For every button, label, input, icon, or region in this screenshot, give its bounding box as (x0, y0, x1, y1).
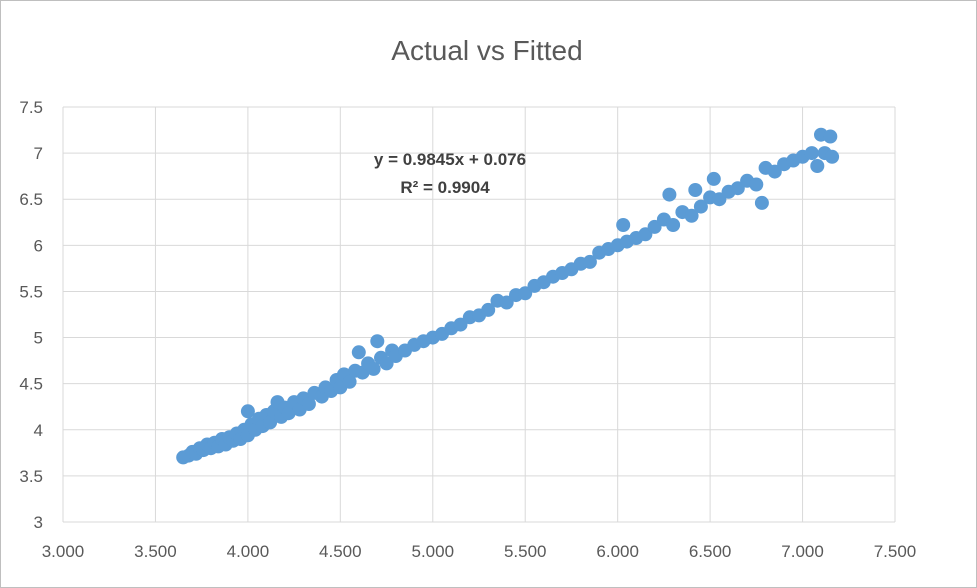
y-axis-ticks: 3 3.5 4 4.5 5 5.5 6 6.5 7 7.5 (19, 98, 43, 532)
y-tick-label: 3 (34, 513, 43, 532)
data-point (351, 345, 366, 360)
y-tick-label: 6 (34, 236, 43, 255)
y-tick-label: 5.5 (19, 282, 43, 301)
data-point (342, 374, 357, 389)
chart-title: Actual vs Fitted (391, 35, 582, 66)
x-axis-ticks: 3.000 3.500 4.000 4.500 5.000 5.500 6.000 6.500… (42, 542, 917, 561)
data-point (370, 334, 385, 349)
x-tick-label: 7.000 (781, 542, 824, 561)
y-tick-label: 5 (34, 329, 43, 348)
data-point (301, 397, 316, 411)
y-tick-label: 4.5 (19, 375, 43, 394)
data-point (825, 149, 840, 164)
x-tick-label: 3.500 (134, 542, 177, 561)
y-tick-label: 7.5 (19, 98, 43, 117)
data-point (240, 404, 255, 419)
gridlines (62, 106, 896, 523)
data-point (263, 415, 278, 430)
data-point (823, 129, 838, 144)
data-point (662, 187, 677, 202)
x-tick-label: 5.500 (504, 542, 547, 561)
x-tick-label: 5.000 (412, 542, 455, 561)
x-tick-label: 6.000 (596, 542, 639, 561)
data-points (176, 127, 840, 465)
data-point (366, 361, 381, 376)
data-point (616, 218, 631, 232)
data-point (754, 195, 769, 210)
data-point (810, 159, 825, 173)
data-point (688, 183, 703, 197)
data-point (749, 177, 764, 192)
data-point (706, 171, 721, 186)
x-tick-label: 7.500 (874, 542, 917, 561)
data-point (804, 146, 819, 161)
data-point (481, 302, 496, 317)
data-point (684, 208, 699, 223)
trendline-r-squared: R² = 0.9904 (400, 178, 490, 197)
trendline-equation: y = 0.9845x + 0.076 (374, 150, 526, 169)
data-point (582, 254, 597, 269)
data-point (693, 199, 708, 214)
x-tick-label: 3.000 (42, 542, 85, 561)
y-tick-label: 4 (34, 421, 43, 440)
x-tick-label: 4.500 (319, 542, 362, 561)
y-tick-label: 7 (34, 144, 43, 163)
y-tick-label: 3.5 (19, 467, 43, 486)
y-tick-label: 6.5 (19, 190, 43, 209)
x-tick-label: 4.000 (227, 542, 270, 561)
data-point (666, 218, 681, 232)
x-tick-label: 6.500 (689, 542, 732, 561)
data-point (281, 406, 296, 421)
